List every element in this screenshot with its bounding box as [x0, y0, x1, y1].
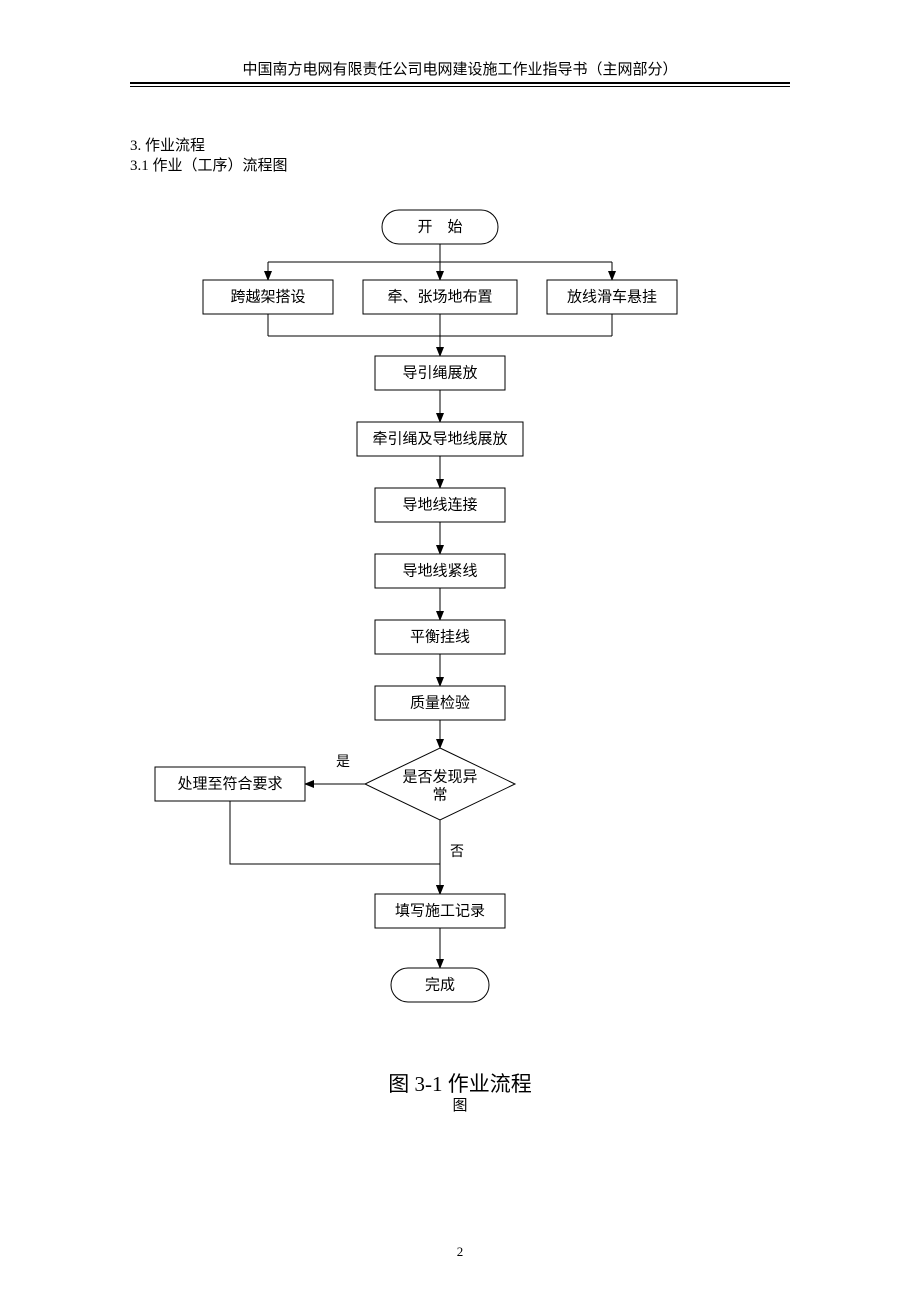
svg-text:跨越架搭设: 跨越架搭设 [230, 288, 305, 305]
svg-text:填写施工记录: 填写施工记录 [395, 902, 485, 919]
svg-text:导地线连接: 导地线连接 [402, 496, 477, 513]
header-rule [130, 82, 790, 87]
flowchart-container: 开 始跨越架搭设 牵、张场地布置 放线滑车悬挂导引绳展放牵引绳及导地线展放导地线连接… [0, 200, 920, 1045]
svg-text:导引绳展放: 导引绳展放 [402, 364, 477, 381]
section-heading: 3. 作业流程 [130, 134, 205, 155]
figure-caption-sub: 图 [0, 1094, 920, 1115]
svg-text:牵引绳及导地线展放: 牵引绳及导地线展放 [372, 430, 507, 447]
page-header: 中国南方电网有限责任公司电网建设施工作业指导书（主网部分） [0, 58, 920, 79]
svg-text:牵、张场地布置: 牵、张场地布置 [387, 288, 492, 305]
svg-text:常: 常 [432, 786, 447, 803]
svg-text:是: 是 [336, 755, 350, 770]
flowchart-svg: 开 始跨越架搭设 牵、张场地布置 放线滑车悬挂导引绳展放牵引绳及导地线展放导地线连接… [0, 200, 920, 1040]
svg-text:是否发现异: 是否发现异 [402, 768, 477, 785]
svg-text:开 始: 开 始 [417, 218, 462, 235]
page-number: 2 [0, 1244, 920, 1260]
svg-text:处理至符合要求: 处理至符合要求 [177, 775, 282, 792]
svg-text:质量检验: 质量检验 [410, 694, 470, 711]
svg-text:导地线紧线: 导地线紧线 [402, 562, 477, 579]
svg-text:平衡挂线: 平衡挂线 [410, 628, 470, 645]
svg-text:否: 否 [450, 845, 464, 860]
svg-text:放线滑车悬挂: 放线滑车悬挂 [567, 288, 657, 305]
document-page: 中国南方电网有限责任公司电网建设施工作业指导书（主网部分） 3. 作业流程 3.… [0, 0, 920, 1302]
section-subheading: 3.1 作业（工序）流程图 [130, 154, 288, 175]
svg-text:完成: 完成 [425, 976, 455, 993]
